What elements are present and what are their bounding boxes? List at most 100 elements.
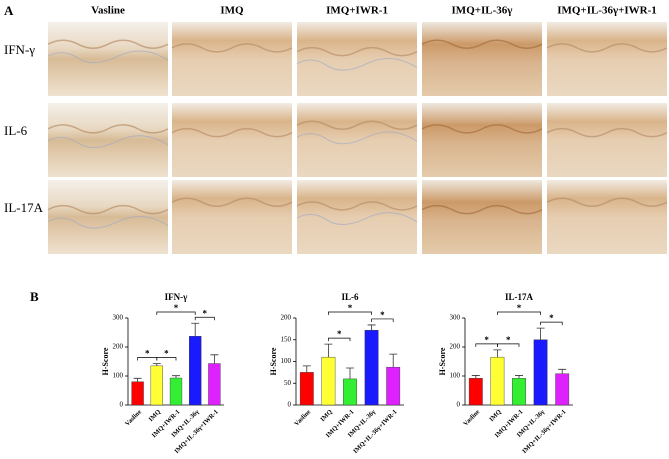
tissue-texture [296,131,418,145]
tissue-image [48,22,168,96]
y-axis-label: H-Score [438,347,447,375]
y-tick-label: 200 [113,343,124,351]
y-tick-label: 100 [113,372,124,380]
tissue-texture [296,120,418,130]
error-bar [210,354,219,364]
bar [169,377,183,406]
significance-label: * [517,303,522,313]
significance-bracket [156,311,196,315]
tissue-image [48,103,168,177]
x-tick-label: IMQ+IL-36γ+IWR-1 [352,409,399,456]
error-bar [346,367,354,379]
tissue-texture [546,197,668,207]
row-label: IFN-γ [4,42,35,57]
y-axis-label: H-Score [101,347,110,375]
y-tick-label: 200 [281,314,292,322]
error-bar [558,368,567,374]
y-tick-label: 50 [284,379,292,387]
error-bar [493,349,502,358]
bar [533,339,548,406]
bar [189,336,202,406]
tissue-texture [546,127,668,138]
tissue-image [172,180,292,254]
chart-title: IL-6 [341,292,359,302]
y-tick-label: 300 [113,314,124,322]
y-tick-label: 300 [450,314,461,322]
bar [490,356,505,406]
tissue-texture [421,39,543,49]
tissue-texture [171,197,293,207]
significance-label: * [164,349,169,359]
bar [321,356,336,406]
bar [468,378,483,406]
tissue-image [422,22,542,96]
x-tick-label: Vasline [293,408,312,427]
significance-label: * [484,335,489,345]
tissue-texture [171,43,293,53]
x-tick-label: IMQ [148,409,163,424]
x-tick-label: IMQ [319,409,334,424]
bar [386,366,401,406]
y-tick-label: 0 [288,401,292,409]
y-tick-label: 100 [450,372,461,380]
significance-label: * [337,329,342,339]
panel-label: B [30,289,39,304]
significance-bracket [328,337,351,342]
tissue-image [547,22,667,96]
tissue-texture [47,204,169,215]
tissue-image [172,22,292,96]
significance-label: * [506,335,511,345]
error-bar [389,353,398,368]
significance-bracket [328,311,372,315]
error-bar [324,343,333,358]
significance-label: * [348,303,353,313]
bar [208,363,221,406]
row-label: IL-17A [4,200,44,215]
significance-bracket [194,316,215,321]
significance-bracket [540,321,563,326]
tissue-texture [296,58,418,71]
bar [299,372,314,406]
bar [555,373,570,406]
tissue-texture [171,127,293,138]
error-bar [367,324,376,331]
x-tick-label: IMQ [488,409,503,424]
error-bar [471,375,480,379]
tissue-texture [296,201,418,211]
column-header: IMQ+IL-36γ+IWR-1 [557,5,657,17]
significance-bracket [371,318,394,322]
error-bar [191,322,200,337]
significance-label: * [549,313,554,323]
significance-label: * [203,308,208,318]
significance-label: * [174,303,179,313]
row-label: IL-6 [4,123,28,138]
y-tick-label: 150 [281,335,292,343]
column-header: IMQ+IWR-1 [326,5,388,17]
y-axis-label: H-Score [269,347,278,375]
error-bar [133,377,142,382]
error-bar [302,365,311,373]
tissue-image [48,180,168,254]
bar [343,378,357,406]
y-tick-label: 200 [450,343,461,351]
y-tick-label: 0 [120,401,124,409]
chart-title: IFN-γ [165,292,188,302]
tissue-texture [47,124,169,134]
column-header: IMQ [220,5,244,17]
tissue-texture [47,50,169,64]
tissue-texture [47,39,169,49]
column-header: IMQ+IL-36γ [452,5,513,17]
tissue-texture [47,216,169,229]
tissue-image [172,103,292,177]
tissue-image [422,103,542,177]
error-bar [152,363,161,366]
x-tick-label: Vasline [124,408,143,427]
bar [364,329,379,406]
x-tick-label: IMQ+IL-36γ+IWR-1 [521,409,568,456]
significance-bracket [156,357,177,361]
tissue-texture [296,46,418,57]
chart-title: IL-17A [505,292,534,302]
tissue-image [297,180,417,254]
significance-label: * [380,310,385,320]
